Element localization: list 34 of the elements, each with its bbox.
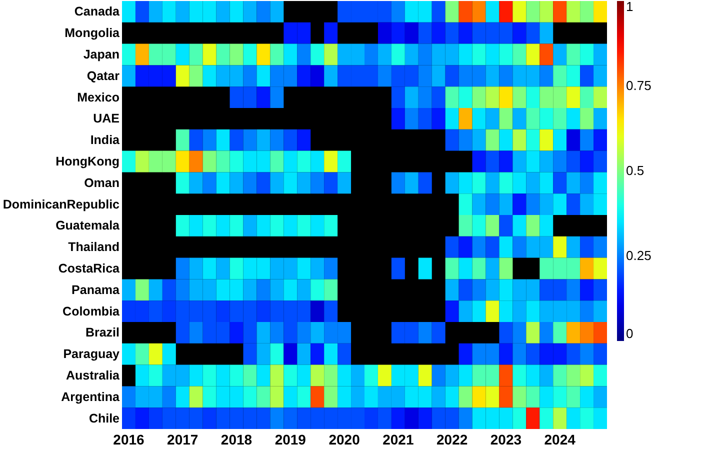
x-tick-label: 2017: [167, 432, 198, 448]
x-tick-label: 2019: [274, 432, 306, 448]
y-tick-label: Paraguay: [63, 347, 120, 362]
y-tick-label: Canada: [74, 4, 121, 19]
color-bar-label: 0.5: [626, 163, 644, 178]
y-tick-label: Qatar: [86, 68, 120, 83]
y-tick-label: Colombia: [62, 304, 121, 318]
x-tick-label: 2021: [382, 432, 414, 448]
x-tick-label: 2018: [220, 432, 252, 448]
x-tick-label: 2023: [490, 432, 522, 448]
y-tick-label: CostaRica: [58, 262, 121, 276]
y-tick-label: Thailand: [68, 240, 120, 254]
y-tick-label: UAE: [93, 112, 120, 126]
y-tick-label: Oman: [84, 176, 120, 190]
x-tick-label: 2016: [113, 432, 145, 448]
color-bar-label: 0.25: [626, 248, 652, 263]
y-tick-label: Brazil: [85, 326, 120, 340]
y-tick-label: Australia: [66, 368, 121, 382]
color-bar-label: 1: [626, 0, 634, 14]
x-tick-label: 2022: [436, 432, 468, 448]
x-tick-label: 2024: [544, 432, 576, 448]
y-tick-label: Argentina: [61, 390, 121, 404]
color-bar-label: 0: [626, 326, 634, 341]
y-tick-label: Japan: [83, 48, 120, 62]
y-tick-label: Panama: [72, 282, 121, 297]
x-tick-label: 2020: [328, 432, 360, 448]
y-tick-label: Mongolia: [64, 26, 121, 40]
y-tick-label: DominicanRepublic: [2, 197, 120, 212]
y-tick-label: Mexico: [77, 90, 120, 104]
y-tick-label: India: [90, 133, 121, 148]
y-tick-label: Guatemala: [56, 218, 121, 233]
y-tick-label: HongKong: [56, 154, 120, 168]
color-bar-label: 0.75: [626, 78, 652, 93]
y-tick-label: Chile: [88, 411, 120, 426]
